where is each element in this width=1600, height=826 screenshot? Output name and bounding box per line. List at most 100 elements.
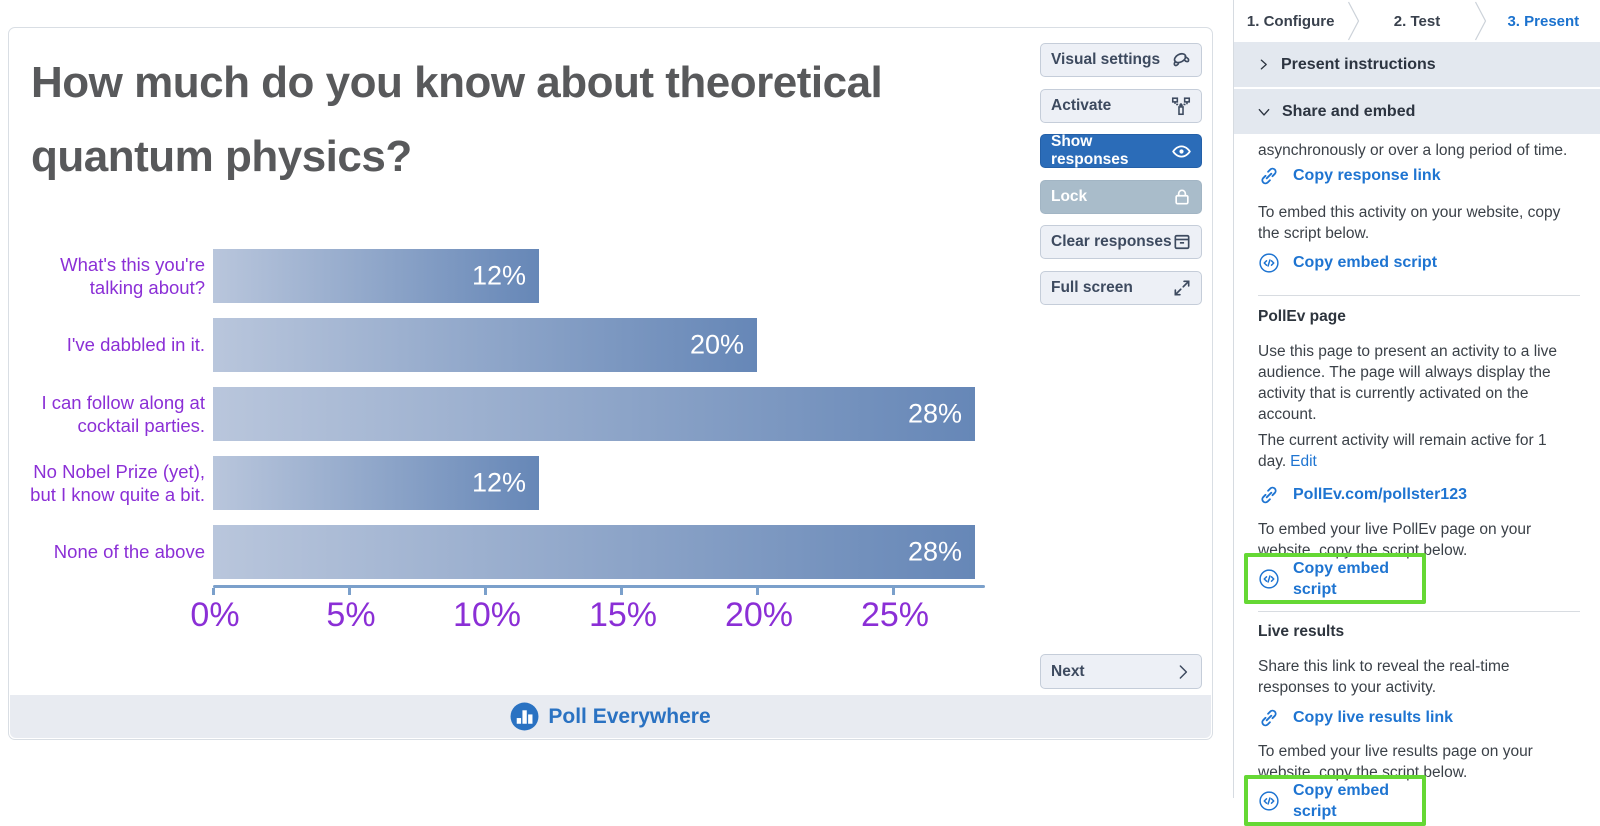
chart-row: I can follow along at cocktail parties. 2… bbox=[9, 387, 999, 441]
pollev-page-heading: PollEv page bbox=[1258, 308, 1346, 325]
bar-label: What's this you're talking about? bbox=[60, 253, 205, 298]
side-button-label: Clear responses bbox=[1051, 233, 1172, 250]
bar-label: I can follow along at cocktail parties. bbox=[41, 391, 205, 436]
clear-responses-button[interactable]: Clear responses bbox=[1040, 225, 1202, 259]
axis-tick bbox=[620, 588, 623, 595]
poll-everywhere-logo-icon bbox=[510, 702, 539, 731]
wizard-tabs: 1. Configure 2. Test 3. Present bbox=[1234, 0, 1600, 42]
share-and-embed-label: Share and embed bbox=[1282, 102, 1416, 120]
tab-3-present[interactable]: 3. Present bbox=[1507, 12, 1580, 30]
copy-embed-script-label-3: Copy embed script bbox=[1293, 781, 1390, 820]
x-axis-line bbox=[213, 585, 985, 588]
bar-value-label: 28% bbox=[907, 536, 962, 567]
code-icon bbox=[1258, 568, 1280, 590]
bar: 28% bbox=[213, 387, 975, 441]
bar: 12% bbox=[213, 249, 539, 303]
paint-icon bbox=[1170, 49, 1192, 71]
bar-value-label: 12% bbox=[471, 467, 526, 498]
bar-label: No Nobel Prize (yet), but I know quite a… bbox=[30, 460, 205, 505]
side-button-label: Full screen bbox=[1051, 278, 1133, 296]
axis-tick-label: 0% bbox=[190, 596, 240, 634]
copy-response-link[interactable]: Copy response link bbox=[1258, 164, 1580, 187]
code-icon bbox=[1258, 252, 1280, 274]
lock-icon bbox=[1172, 187, 1192, 207]
section-divider bbox=[1258, 611, 1580, 612]
bar-value-label: 12% bbox=[471, 260, 526, 291]
live-results-text: Share this link to reveal the real-time … bbox=[1258, 658, 1510, 696]
section-divider bbox=[1258, 295, 1580, 296]
side-button-label: Visual settings bbox=[1051, 51, 1161, 68]
copy-embed-script-link-2[interactable]: Copy embed script bbox=[1258, 560, 1412, 598]
clipped-paragraph: asynchronously or over a long period of … bbox=[1258, 142, 1568, 159]
chevron-expanded-icon bbox=[1257, 105, 1271, 119]
copy-embed-script-link-1[interactable]: Copy embed script bbox=[1258, 251, 1580, 274]
archive-icon bbox=[1172, 232, 1192, 252]
link-icon bbox=[1258, 484, 1280, 506]
activate-button[interactable]: Activate bbox=[1040, 88, 1202, 123]
chevron-collapsed-icon bbox=[1257, 58, 1270, 71]
fullscreen-icon bbox=[1172, 278, 1192, 298]
tab-2-test[interactable]: 2. Test bbox=[1393, 12, 1441, 30]
chart-row: What's this you're talking about? 12% bbox=[9, 249, 999, 303]
share-embed-content: asynchronously or over a long period of … bbox=[1234, 136, 1600, 826]
bar: 20% bbox=[213, 318, 757, 372]
poll-question-title: How much do you know about theoretical q… bbox=[31, 58, 883, 181]
edit-link[interactable]: Edit bbox=[1290, 453, 1317, 470]
cast-icon bbox=[1170, 95, 1192, 117]
pollev-url-link[interactable]: PollEv.com/pollster123 bbox=[1258, 483, 1580, 506]
code-icon bbox=[1258, 790, 1280, 812]
axis-tick-label: 10% bbox=[452, 596, 522, 634]
chart-row: None of the above 28% bbox=[9, 525, 999, 579]
highlight-box-2: Copy embed script bbox=[1244, 775, 1426, 826]
copy-live-results-link[interactable]: Copy live results link bbox=[1258, 706, 1580, 729]
bar-value-label: 28% bbox=[907, 398, 962, 429]
share-and-embed-header[interactable]: Share and embed bbox=[1234, 89, 1600, 134]
pollev-url-label: PollEv.com/pollster123 bbox=[1293, 486, 1467, 503]
copy-live-results-link-label: Copy live results link bbox=[1293, 709, 1454, 726]
link-icon bbox=[1258, 165, 1280, 187]
presenter-toolbar: Visual settings Activate Show responses Loc… bbox=[1040, 43, 1202, 316]
show-responses-button[interactable]: Show responses bbox=[1040, 133, 1202, 168]
bar-label: I've dabbled in it. bbox=[66, 334, 205, 356]
poll-card: How much do you know about theoretical q… bbox=[8, 27, 1213, 740]
side-button-label: Lock bbox=[1051, 187, 1088, 205]
axis-tick-label: 25% bbox=[860, 596, 930, 634]
axis-tick bbox=[484, 588, 487, 595]
copy-response-link-label: Copy response link bbox=[1293, 167, 1441, 184]
full-screen-button[interactable]: Full screen bbox=[1040, 270, 1202, 305]
bar-value-label: 20% bbox=[689, 329, 744, 360]
chevron-right-icon bbox=[1174, 663, 1192, 681]
eye-icon bbox=[1171, 141, 1192, 162]
link-icon bbox=[1258, 707, 1280, 729]
footer-bar: Poll Everywhere bbox=[10, 695, 1211, 738]
highlight-box-1: Copy embed script bbox=[1244, 553, 1426, 604]
side-button-label: Show responses bbox=[1051, 133, 1129, 168]
copy-embed-script-link-3[interactable]: Copy embed script bbox=[1258, 782, 1412, 820]
active-duration-text: The current activity will remain active … bbox=[1258, 432, 1547, 470]
bar: 12% bbox=[213, 456, 539, 510]
side-button-label: Activate bbox=[1051, 96, 1112, 114]
visual-settings-button[interactable]: Visual settings bbox=[1040, 43, 1202, 77]
copy-embed-script-label-2: Copy embed script bbox=[1293, 559, 1390, 598]
bar-label: None of the above bbox=[53, 541, 205, 563]
axis-tick bbox=[348, 588, 351, 595]
axis-tick bbox=[212, 588, 215, 595]
lock-button[interactable]: Lock bbox=[1040, 179, 1202, 214]
tab-separator-icon bbox=[1347, 0, 1360, 42]
present-instructions-header[interactable]: Present instructions bbox=[1234, 42, 1600, 87]
next-button[interactable]: Next bbox=[1040, 654, 1202, 689]
chart-row: No Nobel Prize (yet), but I know quite a… bbox=[9, 456, 999, 510]
bar: 28% bbox=[213, 525, 975, 579]
brand-name: Poll Everywhere bbox=[548, 704, 711, 728]
present-panel: 1. Configure 2. Test 3. Present Present in… bbox=[1233, 0, 1600, 826]
embed-activity-text: To embed this activity on your website, … bbox=[1258, 204, 1561, 242]
axis-tick bbox=[756, 588, 759, 595]
tab-separator-icon bbox=[1474, 0, 1487, 42]
tab-1-configure[interactable]: 1. Configure bbox=[1246, 12, 1335, 30]
axis-tick bbox=[892, 588, 895, 595]
axis-tick-label: 5% bbox=[326, 596, 376, 634]
present-instructions-label: Present instructions bbox=[1281, 55, 1436, 73]
axis-tick-label: 20% bbox=[724, 596, 794, 634]
live-results-heading: Live results bbox=[1258, 623, 1345, 640]
next-button-label: Next bbox=[1051, 662, 1085, 680]
